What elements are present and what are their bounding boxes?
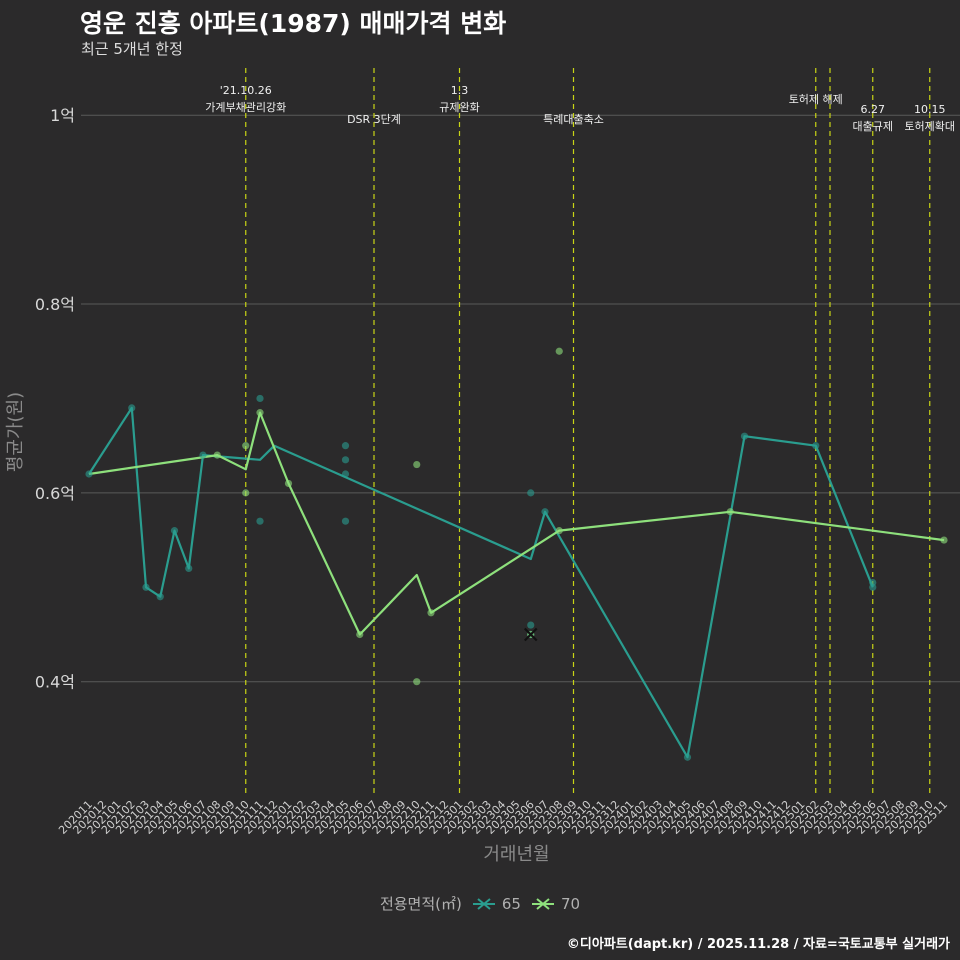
y-axis-title: 평균가(원)	[5, 392, 26, 472]
legend-swatch-65-icon	[472, 897, 495, 910]
legend-swatch-70-icon	[531, 897, 554, 910]
data-point-65	[341, 456, 350, 464]
event-label: 토허제확대	[904, 120, 955, 133]
data-point-70	[356, 630, 364, 639]
x-axis-title: 거래년월	[483, 844, 549, 865]
data-point-70	[256, 409, 264, 417]
event-label: 대출규제	[853, 120, 893, 133]
data-point-70	[726, 508, 734, 516]
event-label: DSR 3단계	[347, 113, 401, 126]
data-point-70	[555, 527, 563, 535]
data-point-70	[427, 609, 435, 617]
legend-label-70: 70	[560, 894, 581, 913]
data-point-65	[683, 753, 692, 761]
data-point-65	[170, 527, 179, 535]
chart-title: 영운 진흥 아파트(1987) 매매가격 변화	[80, 9, 507, 38]
y-tick-label: 0.8억	[35, 295, 75, 314]
event-label: 가계부채관리강화	[205, 101, 286, 114]
x-marker	[523, 627, 538, 642]
data-point-65	[85, 470, 93, 478]
legend-title: 전용면적(㎡)	[379, 895, 462, 913]
data-point-70	[555, 347, 563, 355]
chart-subtitle: 최근 5개년 한정	[81, 40, 183, 58]
data-point-65	[869, 578, 877, 587]
event-label: 토허제 해제	[789, 92, 843, 106]
data-point-65	[341, 517, 350, 525]
data-point-65	[256, 517, 264, 525]
event-date: 6.27	[861, 103, 886, 116]
event-label: 규제완화	[439, 101, 479, 114]
series-line-65	[88, 406, 874, 759]
event-label: 특례대출축소	[543, 113, 604, 126]
data-point-70	[413, 678, 421, 686]
legend-item-70: 70	[531, 895, 580, 913]
legend-item-65: 65	[472, 895, 521, 913]
data-point-65	[341, 442, 350, 450]
data-point-65	[527, 489, 535, 497]
y-tick-label: 0.4억	[35, 673, 75, 692]
event-date: '21.10.26	[220, 84, 272, 97]
data-point-70	[242, 442, 250, 450]
event-date: 10.15	[914, 103, 946, 116]
data-point-70	[213, 451, 221, 459]
data-point-65	[142, 583, 150, 591]
y-tick-label: 1억	[50, 106, 75, 125]
data-point-65	[527, 621, 535, 629]
data-point-65	[740, 432, 749, 440]
data-point-70	[284, 479, 293, 488]
data-point-65	[128, 404, 136, 412]
data-point-65	[541, 508, 549, 516]
data-point-65	[341, 470, 350, 478]
data-point-65	[812, 442, 820, 450]
data-point-65	[156, 593, 164, 601]
data-point-70	[242, 489, 250, 497]
data-point-65	[256, 394, 264, 403]
data-point-65	[199, 451, 207, 459]
event-date: 1.3	[451, 84, 469, 97]
chart-caption: ©디아파트(dapt.kr) / 2025.11.28 / 자료=국토교통부 실…	[566, 937, 950, 952]
legend-label-65: 65	[501, 894, 521, 913]
y-tick-label: 0.6억	[35, 484, 75, 503]
data-point-70	[940, 536, 948, 544]
data-point-65	[185, 564, 193, 573]
data-point-70	[413, 460, 421, 469]
legend: 전용면적(㎡) 65 70	[0, 893, 960, 914]
